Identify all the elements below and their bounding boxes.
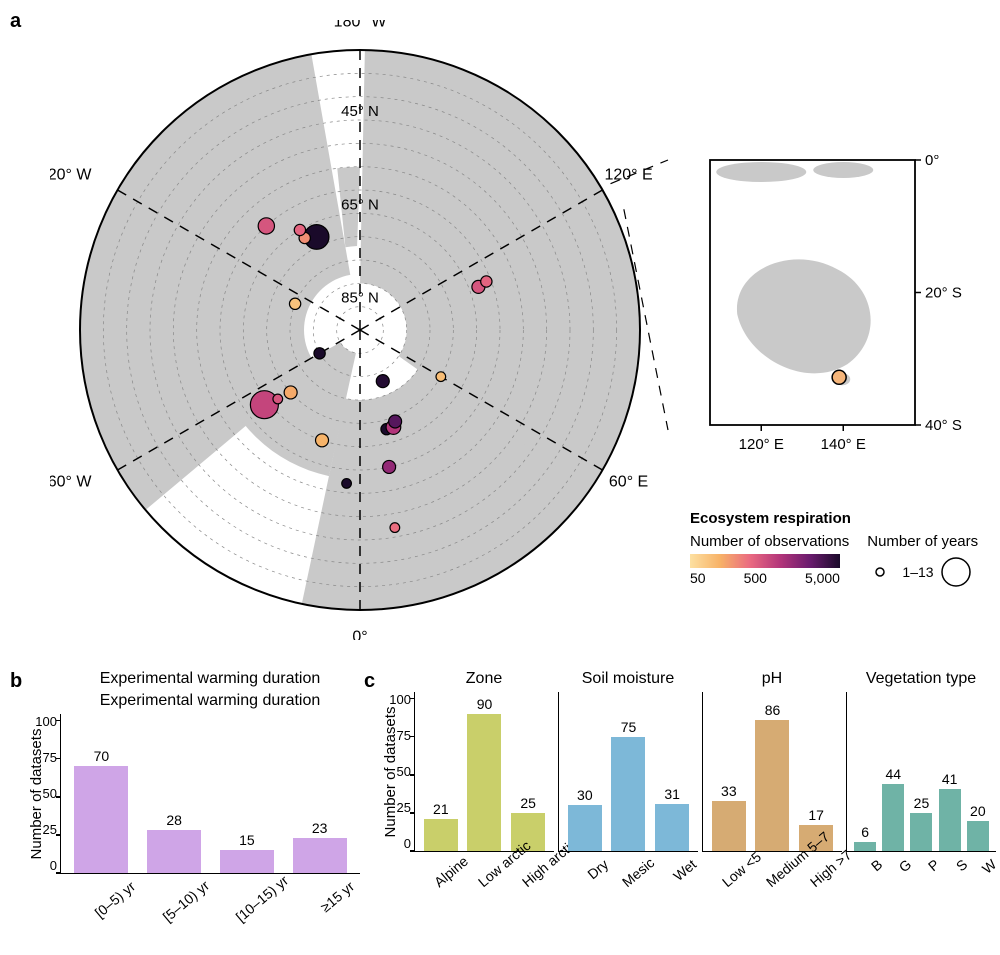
bar	[74, 766, 128, 873]
legend-years-label: Number of years	[867, 533, 978, 550]
site-marker	[481, 276, 492, 287]
site-marker	[383, 460, 396, 473]
legend-tick: 50	[690, 570, 706, 586]
site-marker	[250, 391, 278, 419]
bar-value-label: 31	[664, 786, 680, 802]
site-marker	[376, 375, 389, 388]
panel-b-label: b	[10, 670, 22, 693]
svg-text:60° E: 60° E	[609, 474, 648, 491]
panel-a: a 180° W 120° E 60° E 0° 60° W 120° W 45° N 65°…	[10, 10, 990, 660]
bar	[712, 801, 746, 851]
x-axis-label: [5–10) yr	[159, 878, 236, 955]
legend-size-icon: 1–13	[868, 550, 978, 590]
legend: Ecosystem respiration Number of observat…	[690, 510, 990, 650]
polar-map: 180° W120° E60° E0°60° W120° W45° N65° N…	[50, 20, 670, 640]
svg-text:20° S: 20° S	[925, 285, 962, 302]
y-axis-label: Number of datasets	[28, 728, 45, 859]
legend-tick: 500	[744, 570, 767, 586]
bar-value-label: 20	[970, 803, 986, 819]
bar-value-label: 6	[861, 824, 869, 840]
bar-value-label: 33	[721, 783, 737, 799]
site-marker	[284, 386, 297, 399]
bar-value-label: 28	[166, 812, 182, 828]
panel-c-label: c	[364, 670, 375, 693]
site-marker	[316, 434, 329, 447]
svg-text:140° E: 140° E	[821, 436, 866, 453]
site-marker	[273, 394, 283, 404]
bar-value-label: 21	[433, 801, 449, 817]
bar	[220, 850, 274, 873]
site-marker	[390, 523, 400, 533]
svg-text:65° N: 65° N	[341, 196, 379, 213]
bar	[910, 813, 932, 851]
legend-title: Ecosystem respiration	[690, 510, 990, 527]
panel-a-label: a	[10, 10, 21, 33]
site-marker	[258, 218, 274, 234]
legend-obs-ticks: 50 500 5,000	[690, 570, 840, 586]
bar	[467, 714, 501, 851]
svg-text:120° E: 120° E	[739, 436, 784, 453]
bar-value-label: 86	[765, 702, 781, 718]
bar-value-label: 17	[808, 807, 824, 823]
chart-title: Experimental warming duration	[60, 692, 360, 710]
bar-value-label: 90	[477, 696, 493, 712]
chart-title: pH	[702, 670, 842, 688]
bar-value-label: 44	[885, 766, 901, 782]
bar	[939, 789, 961, 851]
svg-text:85° N: 85° N	[341, 290, 379, 307]
y-axis-label: Number of datasets	[382, 706, 399, 837]
svg-text:120° W: 120° W	[50, 166, 92, 183]
inset-map: 0° 20° S 40° S 120° E 140° E	[705, 155, 975, 465]
bar-value-label: 23	[312, 820, 328, 836]
bar	[147, 830, 201, 873]
site-marker	[314, 348, 325, 359]
inset-site-marker	[832, 370, 846, 384]
bar-value-label: 75	[621, 719, 637, 735]
bar	[424, 819, 458, 851]
svg-text:45° N: 45° N	[341, 103, 379, 120]
bar-value-label: 15	[239, 832, 255, 848]
site-marker	[389, 415, 402, 428]
bar	[655, 804, 689, 851]
panels-bc: b Experimental warming duration Experime…	[10, 670, 990, 933]
bar	[854, 842, 876, 851]
legend-gradient	[690, 554, 840, 568]
bar-value-label: 70	[94, 748, 110, 764]
bar	[568, 805, 602, 851]
bar-value-label: 41	[942, 771, 958, 787]
panel-b-chart: Experimental warming duration1007550250N…	[60, 692, 360, 933]
bar	[755, 720, 789, 851]
svg-text:1–13: 1–13	[902, 564, 933, 580]
panel-c-charts: Zone1007550250Number of datasets219025Al…	[414, 670, 996, 911]
bar	[611, 737, 645, 851]
site-marker	[294, 224, 305, 235]
site-marker	[436, 372, 446, 382]
chart-title: Vegetation type	[846, 670, 996, 688]
bar-value-label: 25	[520, 795, 536, 811]
panel-b-title: Experimental warming duration	[60, 670, 360, 688]
svg-text:60° W: 60° W	[50, 474, 92, 491]
chart-title: Soil moisture	[558, 670, 698, 688]
site-marker	[342, 479, 352, 489]
bar	[967, 821, 989, 851]
site-marker	[289, 298, 300, 309]
svg-text:0°: 0°	[925, 155, 939, 169]
bar	[882, 784, 904, 851]
bar	[293, 838, 347, 873]
legend-obs-label: Number of observations	[690, 533, 849, 550]
panel-b: b Experimental warming duration Experime…	[10, 670, 360, 933]
bar-value-label: 25	[914, 795, 930, 811]
panel-c: c Zone1007550250Number of datasets219025…	[364, 670, 996, 911]
svg-text:40° S: 40° S	[925, 417, 962, 434]
figure-root: a 180° W 120° E 60° E 0° 60° W 120° W 45° N 65°…	[10, 10, 990, 933]
svg-text:0°: 0°	[352, 628, 367, 640]
x-axis-label: [10–15) yr	[232, 878, 309, 955]
legend-tick: 5,000	[805, 570, 840, 586]
x-axis-label: [0–5) yr	[86, 878, 163, 955]
svg-text:180° W: 180° W	[334, 20, 388, 31]
bar-value-label: 30	[577, 787, 593, 803]
chart-title: Zone	[414, 670, 554, 688]
